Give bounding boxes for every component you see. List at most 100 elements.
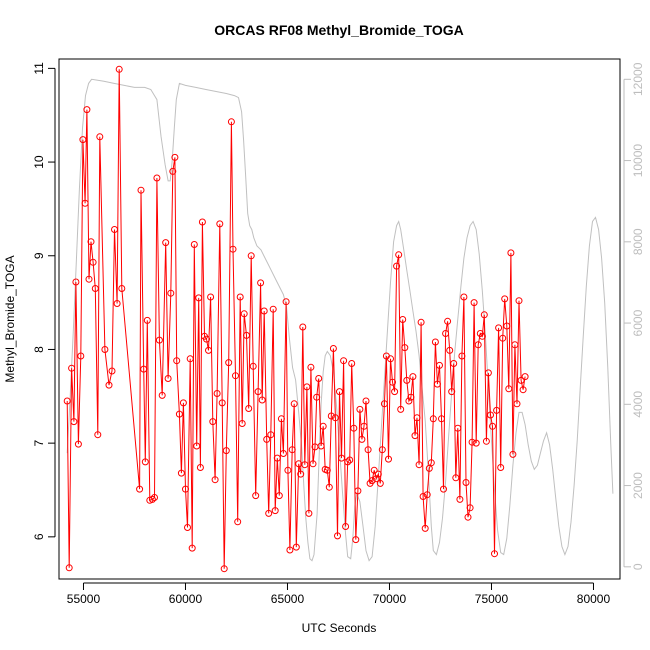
data-point — [364, 446, 372, 454]
data-point — [466, 504, 474, 512]
data-point — [415, 461, 423, 469]
data-point — [409, 373, 417, 381]
data-point — [74, 440, 82, 448]
data-point — [444, 317, 452, 325]
data-point — [429, 415, 437, 423]
data-point — [423, 491, 431, 499]
data-point — [113, 300, 121, 307]
data-point — [331, 414, 339, 422]
data-point — [401, 344, 409, 352]
data-point — [236, 293, 244, 301]
data-point — [136, 485, 144, 493]
data-point — [91, 285, 99, 292]
y-axis-left: 6 7 8 9 10 11 — [32, 62, 56, 540]
data-point — [222, 447, 230, 455]
data-point — [352, 536, 360, 544]
data-point — [513, 400, 521, 408]
data-point — [279, 450, 287, 457]
data-point — [403, 376, 411, 384]
data-point — [297, 470, 305, 478]
y-tick-label: 6 — [32, 533, 46, 540]
data-point — [240, 310, 248, 318]
data-point — [299, 323, 307, 331]
data-point — [77, 352, 85, 360]
data-point — [211, 476, 219, 484]
data-point — [179, 399, 187, 407]
data-point — [277, 415, 285, 423]
data-point — [362, 397, 370, 405]
data-point — [440, 485, 447, 493]
data-point — [480, 311, 488, 319]
data-point — [509, 450, 517, 458]
data-point — [249, 362, 257, 370]
x-axis: 55000 60000 65000 70000 75000 80000 — [67, 582, 610, 606]
data-point — [317, 442, 325, 450]
data-point — [162, 239, 170, 247]
plot-frame — [58, 58, 621, 580]
y2-tick-label: 0 — [631, 563, 645, 570]
data-point — [167, 289, 175, 297]
data-point — [468, 438, 476, 446]
y2-tick-label: 8000 — [631, 228, 645, 255]
data-point — [358, 435, 366, 443]
y-tick-label: 10 — [32, 155, 46, 169]
data-point — [405, 397, 413, 405]
data-point — [286, 546, 294, 554]
data-point — [348, 360, 356, 367]
data-point — [517, 376, 525, 384]
data-point — [72, 278, 80, 286]
data-point — [505, 385, 513, 393]
data-point — [389, 378, 396, 386]
primary-series-layer — [63, 65, 529, 573]
primary-series-line — [66, 69, 526, 569]
data-point — [245, 405, 253, 412]
data-point — [87, 238, 95, 246]
data-point — [519, 386, 527, 394]
data-point — [148, 495, 156, 503]
data-point — [327, 412, 335, 420]
data-point — [484, 369, 492, 377]
data-point — [474, 341, 482, 349]
data-point — [254, 388, 262, 396]
data-point — [497, 464, 505, 471]
data-point — [329, 345, 337, 352]
chart-title: ORCAS RF08 Methyl_Bromide_TOGA — [214, 22, 463, 38]
data-point — [203, 335, 210, 343]
data-point — [442, 330, 450, 337]
data-point — [482, 437, 490, 445]
secondary-series-line — [66, 78, 614, 562]
data-point — [346, 456, 354, 464]
y-tick-label: 8 — [32, 346, 46, 353]
data-point — [340, 357, 348, 365]
data-point — [413, 414, 421, 422]
data-point — [507, 249, 515, 257]
data-point — [342, 523, 350, 530]
data-point — [391, 388, 399, 396]
data-point — [462, 479, 470, 486]
data-point — [141, 458, 149, 466]
y2-tick-label: 12000 — [631, 62, 645, 96]
data-point — [94, 431, 102, 439]
data-point — [195, 294, 203, 302]
data-point — [273, 454, 281, 462]
data-point — [171, 153, 179, 161]
y2-tick-label: 10000 — [631, 144, 645, 178]
data-point — [395, 251, 403, 259]
data-point — [303, 383, 311, 391]
data-point — [385, 455, 392, 463]
data-point — [188, 544, 196, 552]
data-point — [169, 167, 177, 175]
data-point — [155, 336, 163, 344]
data-point — [427, 459, 435, 467]
data-point — [464, 513, 472, 521]
data-point — [448, 388, 456, 396]
data-point — [499, 334, 507, 342]
data-point — [319, 422, 327, 430]
data-point — [446, 346, 454, 354]
data-point — [85, 275, 93, 283]
data-point — [301, 461, 309, 469]
data-point — [397, 405, 405, 413]
data-point — [258, 396, 266, 404]
data-point — [460, 293, 468, 301]
